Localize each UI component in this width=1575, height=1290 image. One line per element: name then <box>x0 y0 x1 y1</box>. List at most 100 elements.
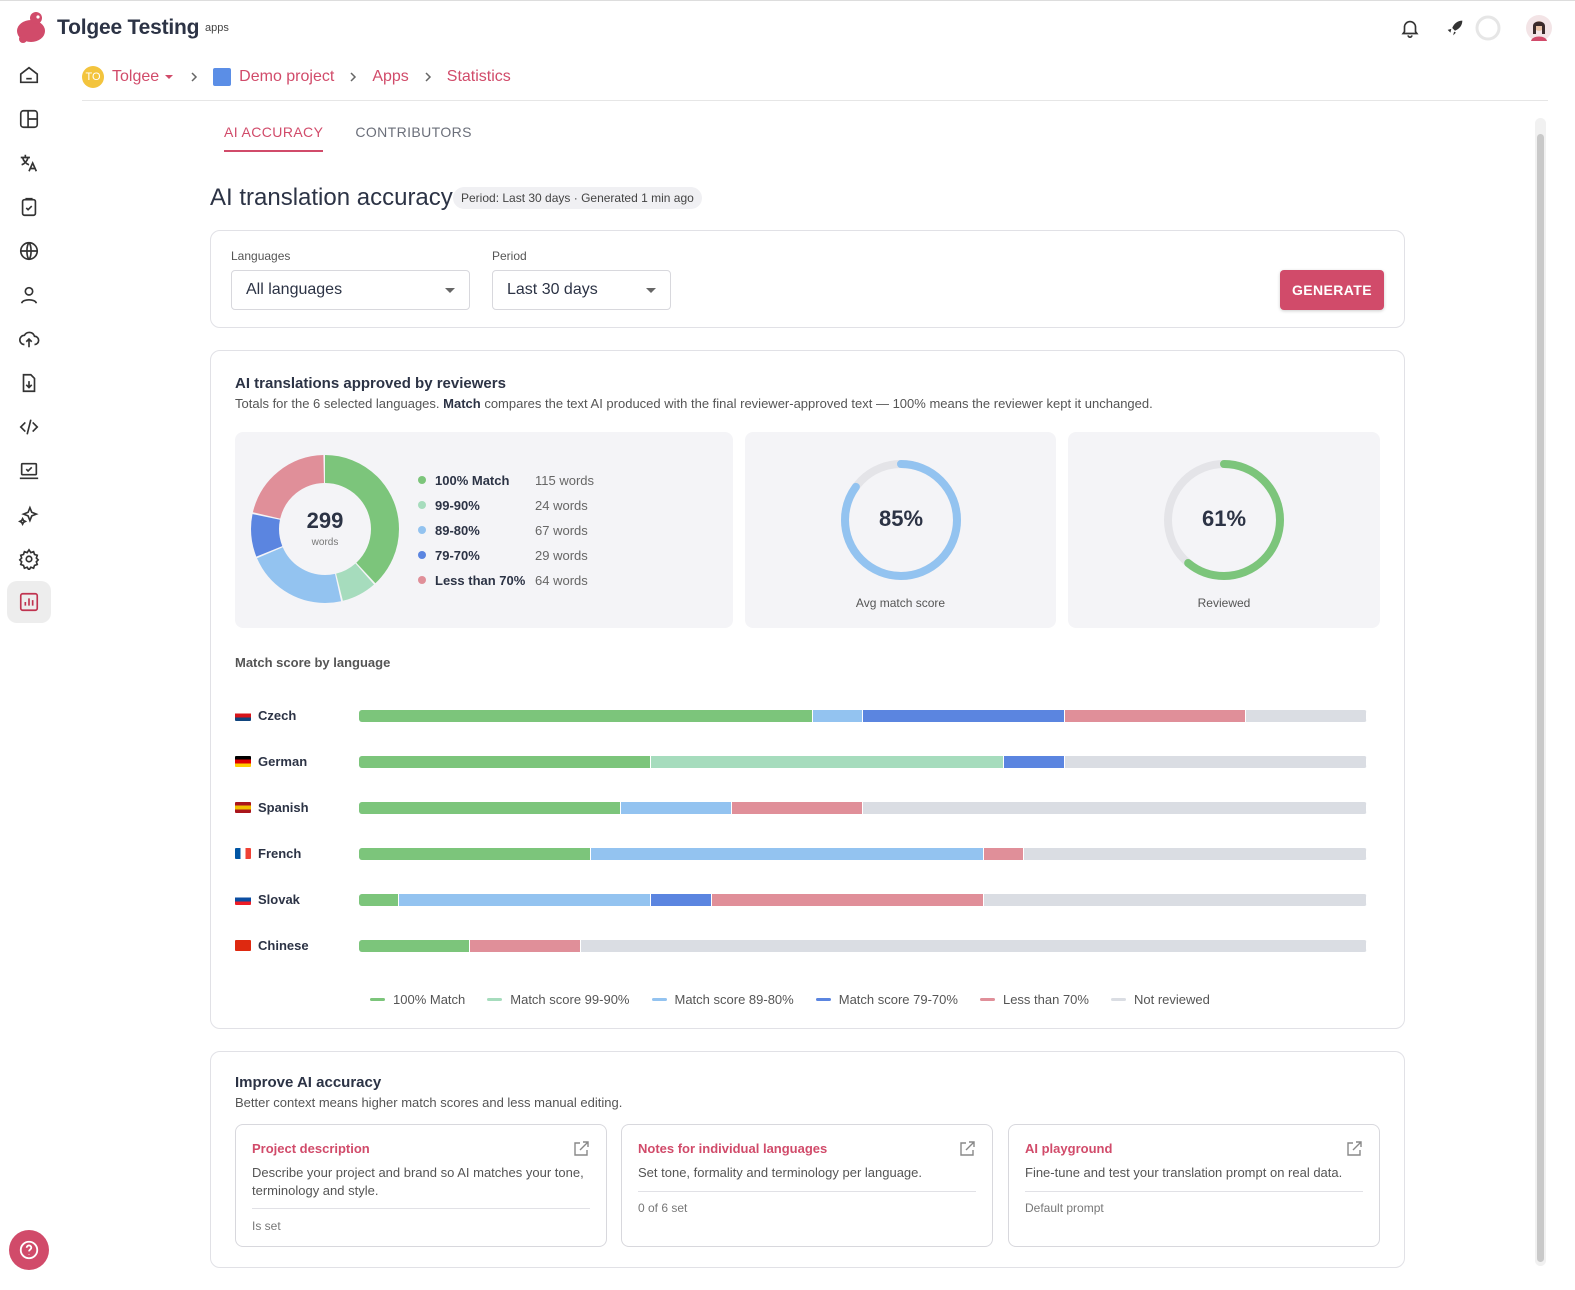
globe-icon <box>19 241 39 261</box>
legend-value: 29 words <box>535 547 588 563</box>
donut-chart <box>251 455 399 603</box>
divider <box>82 100 1548 101</box>
help-button[interactable] <box>9 1230 49 1270</box>
tab-ai-accuracy[interactable]: AI ACCURACY <box>224 124 324 152</box>
legend-dot <box>418 476 426 484</box>
divider <box>638 1191 976 1192</box>
sidebar-item-statistics[interactable] <box>7 581 51 623</box>
languages-label: Languages <box>231 249 291 263</box>
sidebar-item-tasks[interactable] <box>7 186 51 228</box>
sidebar-item-review[interactable] <box>7 450 51 492</box>
sidebar-item-dashboard[interactable] <box>7 98 51 140</box>
improve-description: Better context means higher match scores… <box>235 1095 623 1110</box>
legend-line <box>487 998 503 1001</box>
divider <box>252 1208 590 1209</box>
translate-icon <box>20 154 38 172</box>
file-download-icon <box>22 373 36 393</box>
donut-slice <box>251 455 399 603</box>
tip-card-language-notes[interactable]: Notes for individual languages Set tone,… <box>621 1124 993 1247</box>
legend-line <box>1110 998 1126 1001</box>
external-link-icon[interactable] <box>572 1140 590 1158</box>
bar-segment <box>359 756 652 768</box>
legend-label: 89-80% <box>435 522 480 538</box>
breadcrumb-org[interactable]: TO Tolgee <box>82 66 175 88</box>
donut-slice <box>251 455 399 603</box>
tip-title[interactable]: AI playground <box>1025 1141 1113 1156</box>
bar-segment <box>1064 710 1247 722</box>
tip-description: Set tone, formality and terminology per … <box>638 1165 923 1180</box>
question-icon <box>19 1240 39 1260</box>
sidebar-item-export[interactable] <box>7 362 51 404</box>
user-avatar[interactable] <box>1526 15 1552 41</box>
sidebar-item-home[interactable] <box>7 54 51 96</box>
donut-legend-item: 89-80% 67 words <box>418 522 588 538</box>
notifications-bell-icon[interactable] <box>1397 15 1423 41</box>
sidebar-item-translations[interactable] <box>7 142 51 184</box>
sidebar-item-ai[interactable] <box>7 494 51 536</box>
approved-title: AI translations approved by reviewers <box>235 375 506 392</box>
reviewed-gauge <box>1164 460 1284 580</box>
breadcrumb-apps[interactable]: Apps <box>372 68 409 85</box>
flag-icon <box>235 894 251 905</box>
bar-segment <box>731 802 863 814</box>
tip-card-project-description[interactable]: Project description Describe your projec… <box>235 1124 607 1247</box>
language-bar <box>359 802 1367 814</box>
legend-value: 115 words <box>535 472 595 488</box>
tip-title[interactable]: Notes for individual languages <box>638 1141 828 1156</box>
progress-circle-icon[interactable] <box>1475 15 1501 41</box>
avg-match-label: Avg match score <box>855 596 946 610</box>
flag-icon <box>235 802 251 813</box>
sidebar-item-developer[interactable] <box>7 406 51 448</box>
reviewed-label: Reviewed <box>1197 596 1251 610</box>
sidebar-item-settings[interactable] <box>7 538 51 580</box>
bar-segment <box>812 710 863 722</box>
avg-match-value: 85% <box>878 506 924 531</box>
project-icon <box>213 68 232 86</box>
language-name: Slovak <box>258 892 300 907</box>
breadcrumb-project[interactable]: Demo project <box>213 68 334 86</box>
avg-match-gauge <box>841 460 961 580</box>
breadcrumb: TO Tolgee Demo project Apps Statistics <box>82 60 511 94</box>
app-name[interactable]: Tolgee Testing <box>57 16 200 39</box>
sidebar-item-members[interactable] <box>7 274 51 316</box>
tolgee-logo-icon[interactable] <box>14 9 48 45</box>
user-icon <box>20 286 38 304</box>
bar-segment <box>983 894 1367 906</box>
tip-card-ai-playground[interactable]: AI playground Fine-tune and test your tr… <box>1008 1124 1380 1247</box>
gauge-fill <box>841 460 961 580</box>
legend-label: Less than 70% <box>1002 992 1089 1007</box>
bar-segment <box>862 802 1367 814</box>
language-label: Spanish <box>235 800 309 815</box>
breadcrumb-current[interactable]: Statistics <box>446 68 511 85</box>
external-link-icon[interactable] <box>1345 1140 1363 1158</box>
bars-title: Match score by language <box>235 655 391 670</box>
cloud-upload-icon <box>19 331 40 348</box>
period-label: Period <box>492 249 527 263</box>
languages-select[interactable]: All languages <box>231 270 470 310</box>
gauge-fill <box>1164 460 1284 580</box>
org-avatar: TO <box>82 66 104 88</box>
page-title: AI translation accuracy <box>210 184 453 211</box>
language-label: Chinese <box>235 938 309 953</box>
flag-icon <box>235 756 251 767</box>
generate-button[interactable]: GENERATE <box>1280 270 1384 310</box>
bar-segment <box>469 940 581 952</box>
tab-contributors[interactable]: CONTRIBUTORS <box>355 124 472 140</box>
sidebar-item-languages[interactable] <box>7 230 51 272</box>
scrollbar-thumb[interactable] <box>1537 134 1544 1262</box>
bar-segment <box>983 848 1025 860</box>
external-link-icon[interactable] <box>958 1140 976 1158</box>
approved-description: Totals for the 6 selected languages. Mat… <box>235 396 1153 411</box>
language-name: Czech <box>258 708 297 723</box>
tip-title[interactable]: Project description <box>252 1141 370 1156</box>
language-name: French <box>258 846 302 861</box>
bar-segment <box>621 802 732 814</box>
bar-segment <box>1064 756 1367 768</box>
scrollbar[interactable] <box>1535 118 1546 1266</box>
language-bar <box>359 940 1367 952</box>
tip-description: Fine-tune and test your translation prom… <box>1025 1165 1343 1180</box>
bars-legend-item: Match score 99-90% <box>487 992 630 1007</box>
sidebar-item-import[interactable] <box>7 318 51 360</box>
rocket-icon[interactable] <box>1442 15 1468 41</box>
period-select[interactable]: Last 30 days <box>492 270 671 310</box>
